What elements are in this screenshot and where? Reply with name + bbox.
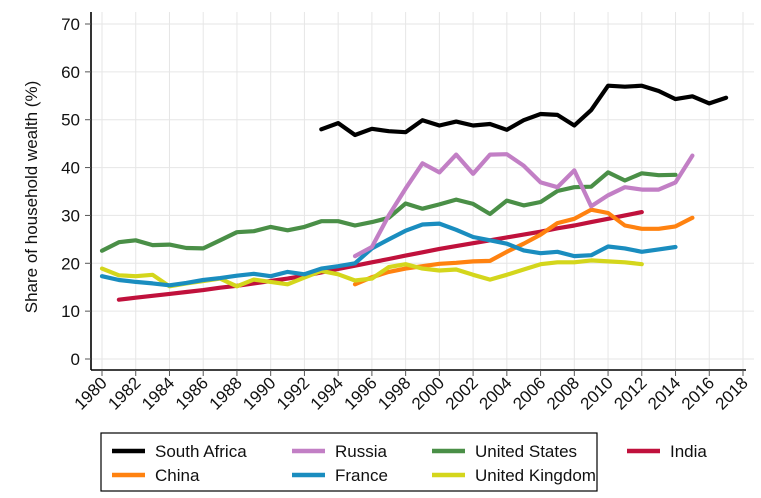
legend-item-united-states: United States	[432, 442, 577, 461]
x-tick-label: 1982	[104, 373, 144, 413]
x-tick-label: 2012	[610, 373, 650, 413]
x-tick-label: 1980	[71, 373, 111, 413]
x-tick-label: 1988	[206, 373, 246, 413]
x-tick-label: 2014	[644, 373, 684, 413]
x-tick-label: 1994	[307, 373, 347, 413]
x-tick-label: 1996	[341, 373, 381, 413]
x-tick-label: 1990	[239, 373, 279, 413]
x-tick-label: 2002	[442, 373, 482, 413]
legend-label: United Kingdom	[475, 466, 596, 485]
x-tick-label: 1992	[273, 373, 313, 413]
y-ticks: 0 10 20 30 40 50 60 70	[61, 15, 91, 369]
legend-label: Russia	[335, 442, 388, 461]
legend-label: China	[155, 466, 200, 485]
legend-label: India	[670, 442, 707, 461]
y-tick-label: 50	[61, 111, 80, 130]
x-tick-label: 2006	[509, 373, 549, 413]
x-tick-label: 1984	[138, 373, 178, 413]
legend: South Africa Russia United States India Chin…	[100, 432, 707, 492]
x-tick-label: 2010	[577, 373, 617, 413]
y-axis-title: Share of household wealth (%)	[22, 81, 41, 313]
x-ticks: 1980198219841986198819901992199419961998…	[71, 370, 752, 414]
legend-item-china: China	[112, 466, 200, 485]
legend-item-russia: Russia	[292, 442, 388, 461]
legend-item-south-africa: South Africa	[112, 442, 247, 461]
legend-label: South Africa	[155, 442, 247, 461]
x-tick-label: 2016	[678, 373, 718, 413]
series-line-india	[116, 210, 644, 302]
x-tick-label: 2008	[543, 373, 583, 413]
y-tick-label: 70	[61, 15, 80, 34]
x-tick-label: 2004	[475, 373, 515, 413]
series-layer	[99, 83, 729, 302]
legend-item-france: France	[292, 466, 388, 485]
legend-label: United States	[475, 442, 577, 461]
series-line-russia	[352, 152, 695, 259]
legend-box	[100, 432, 598, 492]
y-tick-label: 20	[61, 254, 80, 273]
x-tick-label: 2000	[408, 373, 448, 413]
legend-item-united-kingdom: United Kingdom	[432, 466, 596, 485]
legend-label: France	[335, 466, 388, 485]
x-tick-label: 1986	[172, 373, 212, 413]
series-line-south-africa	[319, 83, 729, 138]
y-tick-label: 60	[61, 63, 80, 82]
x-tick-label: 2018	[712, 373, 752, 413]
x-tick-label: 1998	[374, 373, 414, 413]
y-tick-label: 30	[61, 206, 80, 225]
y-tick-label: 10	[61, 302, 80, 321]
series-line-france	[99, 221, 678, 288]
y-tick-label: 0	[71, 350, 80, 369]
legend-item-india: India	[627, 442, 707, 461]
y-tick-label: 40	[61, 159, 80, 178]
